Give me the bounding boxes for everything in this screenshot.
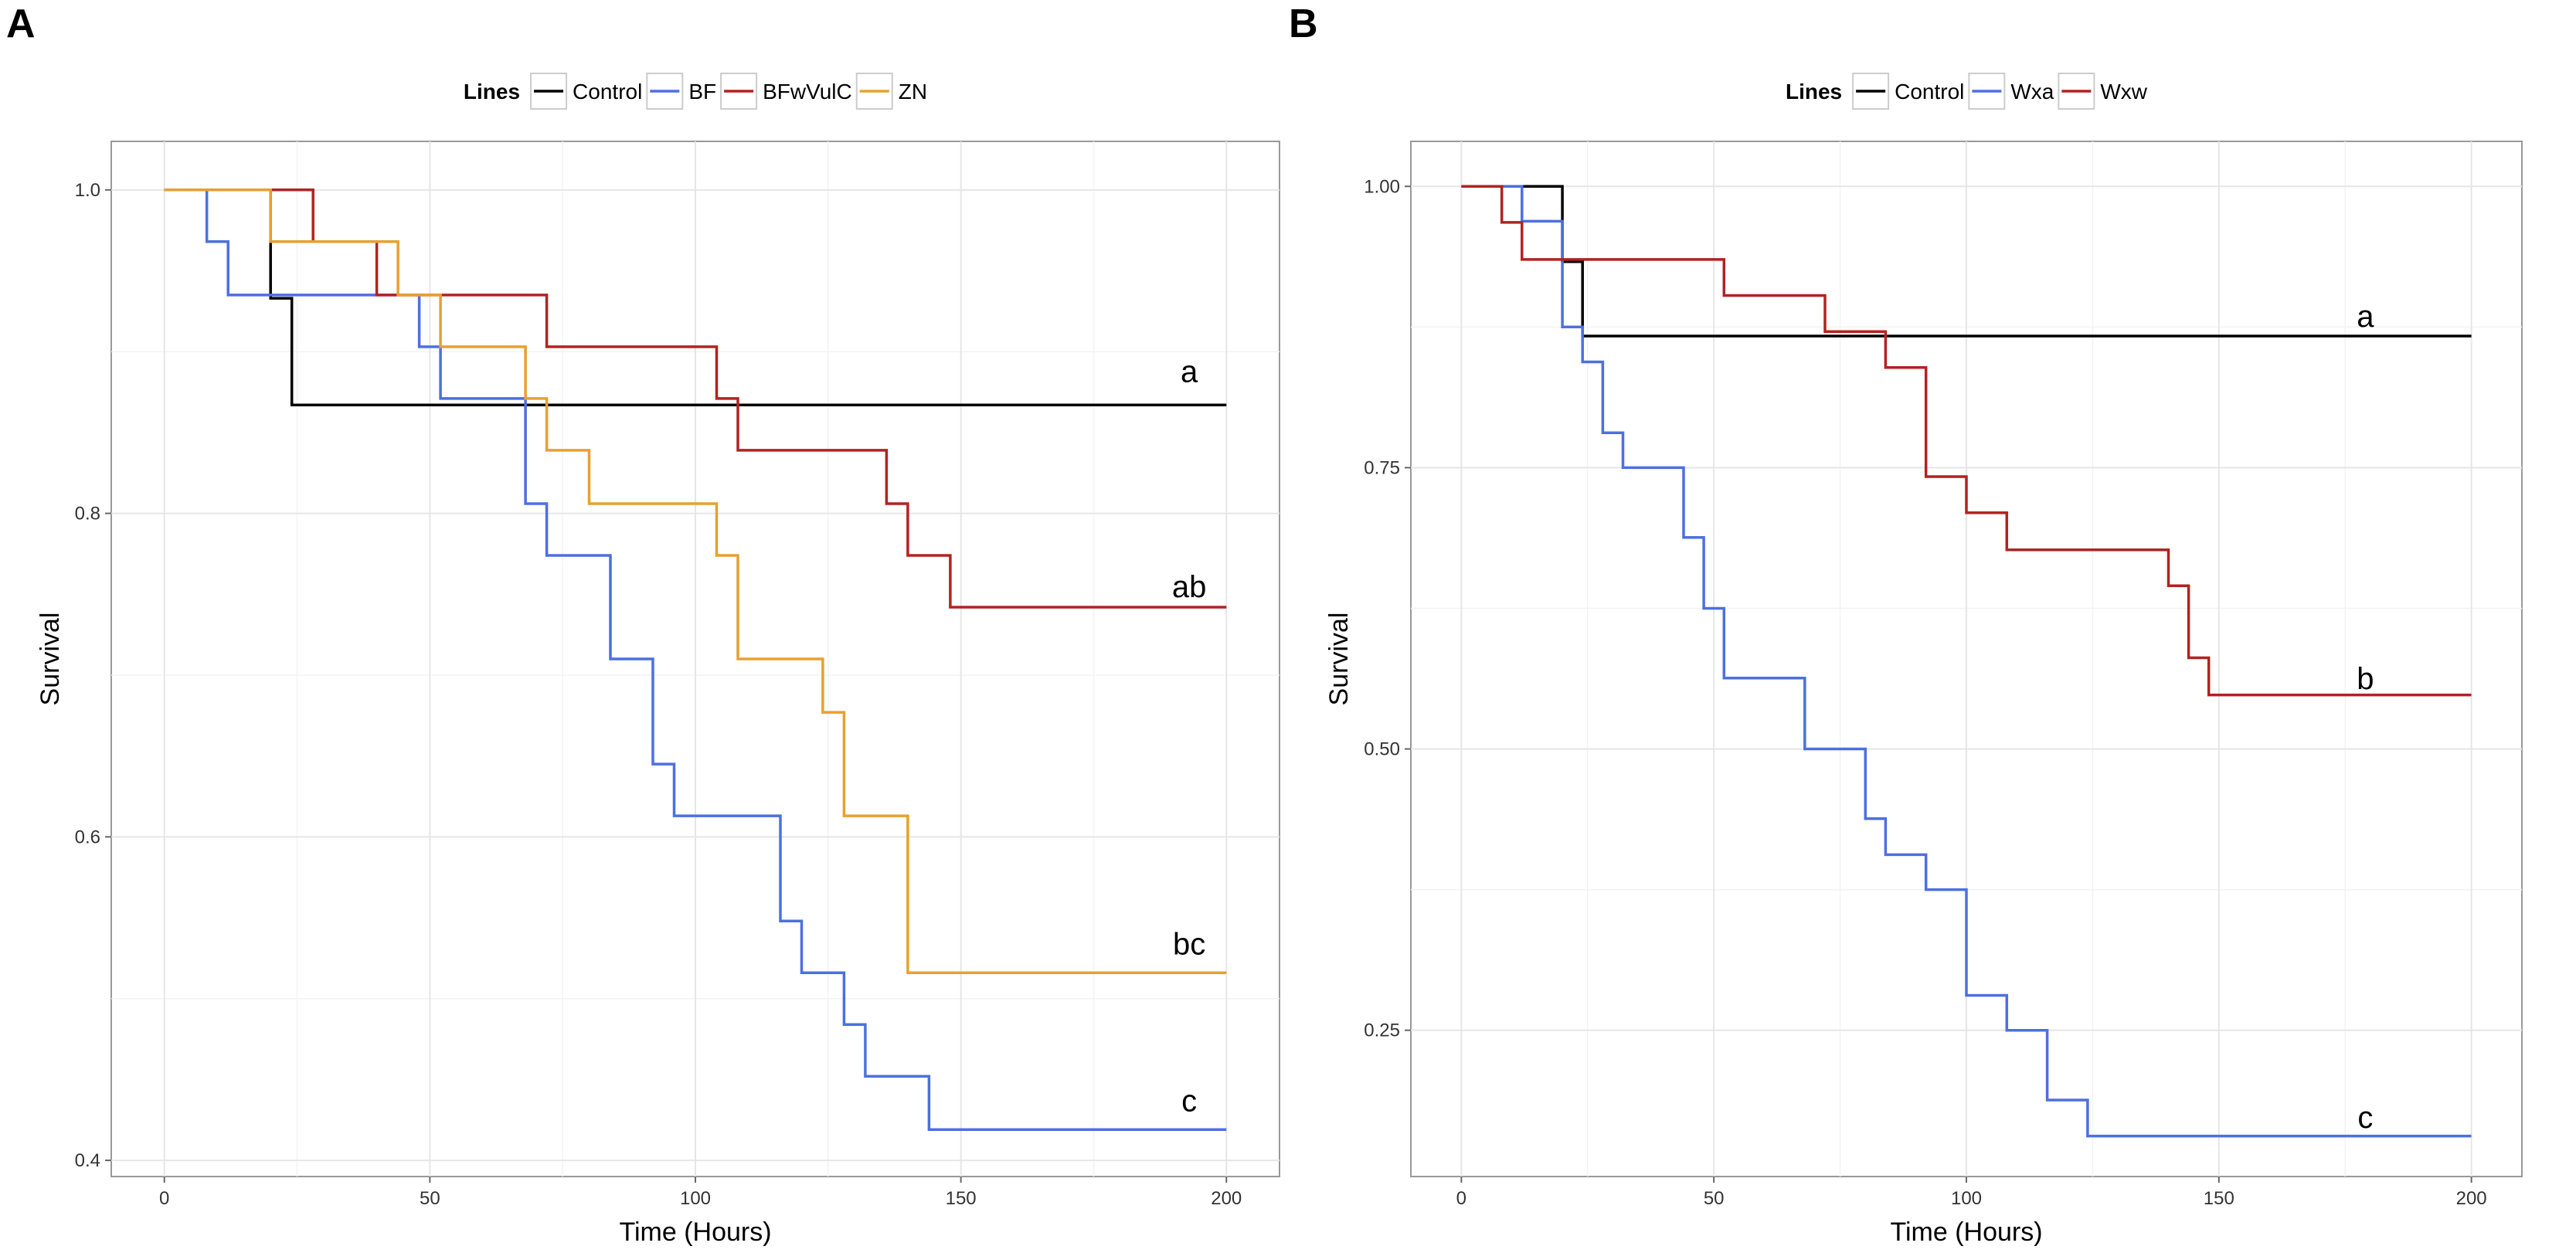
y-axis-title-b: Survival [1324,613,1354,706]
panel-b: B 0 50 100 150 200 0.25 0.50 0.75 1.00 a b c Line… [1289,2,2523,1247]
x-tick-label: 200 [1211,1188,1242,1209]
x-tick-label: 200 [2456,1188,2487,1209]
y-tick-label: 0.8 [75,504,100,525]
x-tick-label: 100 [680,1188,711,1209]
significance-label: c [2357,1101,2373,1135]
legend-item-wxa: Wxa [1968,73,2054,110]
legend-item-control: Control [530,73,642,110]
x-tick-label: 150 [2204,1188,2234,1209]
x-tick-label: 100 [1951,1188,1982,1209]
x-tick-label: 0 [159,1188,169,1209]
annotations-a: a ab bc c [1172,355,1207,1118]
y-axis-ticks-b: 0.25 0.50 0.75 1.00 [1364,176,1411,1041]
x-axis-title-b: Time (Hours) [1890,1217,2042,1247]
y-axis-title-a: Survival [36,613,65,706]
curve-wxa-b [1461,185,2472,1138]
legend-item-control: Control [1852,73,1964,110]
significance-label: bc [1173,928,1205,962]
x-tick-label: 50 [420,1188,440,1209]
panel-letter-a: A [6,2,36,46]
significance-label: a [2357,300,2374,334]
gridlines-b [1411,141,2522,1177]
y-tick-label: 0.50 [1364,739,1400,760]
panel-letter-b: B [1289,2,1318,46]
legend-item-zn: ZN [855,73,927,110]
survival-curves-a [164,188,1227,1132]
legend-label: Wxa [2010,80,2054,104]
curve-control-b [1461,185,2472,338]
y-tick-label: 0.75 [1364,457,1400,478]
y-tick-label: 0.6 [75,827,100,847]
legend-item-bf: BF [646,73,716,110]
y-axis-ticks-a: 0.4 0.6 0.8 1.0 [75,180,111,1171]
x-axis-title-a: Time (Hours) [619,1217,771,1247]
legend-label: BFwVulC [763,80,852,104]
legend-a: Lines Control BF BFwVulC ZN [464,73,927,110]
annotations-b: a b c [2357,300,2374,1135]
legend-title: Lines [1786,80,1842,104]
panel-a: A 0 50 100 150 200 0.4 0.6 0.8 1.0 a ab bc c Lines… [6,2,1280,1247]
curve-wxw-b [1461,185,2472,697]
significance-label: c [1181,1085,1197,1119]
x-tick-label: 0 [1456,1188,1466,1209]
legend-item-wxw: Wxw [2058,73,2148,110]
gridlines-a [111,141,1280,1177]
y-tick-label: 1.0 [75,180,100,201]
y-tick-label: 1.00 [1364,176,1400,197]
y-tick-label: 0.25 [1364,1020,1400,1041]
legend-title: Lines [464,80,520,104]
x-tick-label: 150 [946,1188,977,1209]
x-tick-label: 50 [1704,1188,1725,1209]
curve-zn-a [164,188,1227,974]
significance-label: ab [1172,570,1207,604]
legend-item-bfwvulc: BFwVulC [720,73,852,110]
significance-label: a [1181,355,1198,389]
legend-b: Lines Control Wxa Wxw [1786,73,2148,110]
y-tick-label: 0.4 [75,1150,100,1171]
legend-label: ZN [899,80,927,104]
significance-label: b [2357,662,2374,696]
survival-curves-b [1461,185,2472,1138]
x-axis-ticks-a: 0 50 100 150 200 [159,1177,1242,1209]
x-axis-ticks-b: 0 50 100 150 200 [1456,1177,2487,1209]
legend-label: BF [688,80,716,104]
legend-label: Control [1895,80,1964,104]
legend-label: Wxw [2100,80,2147,104]
legend-label: Control [573,80,642,104]
